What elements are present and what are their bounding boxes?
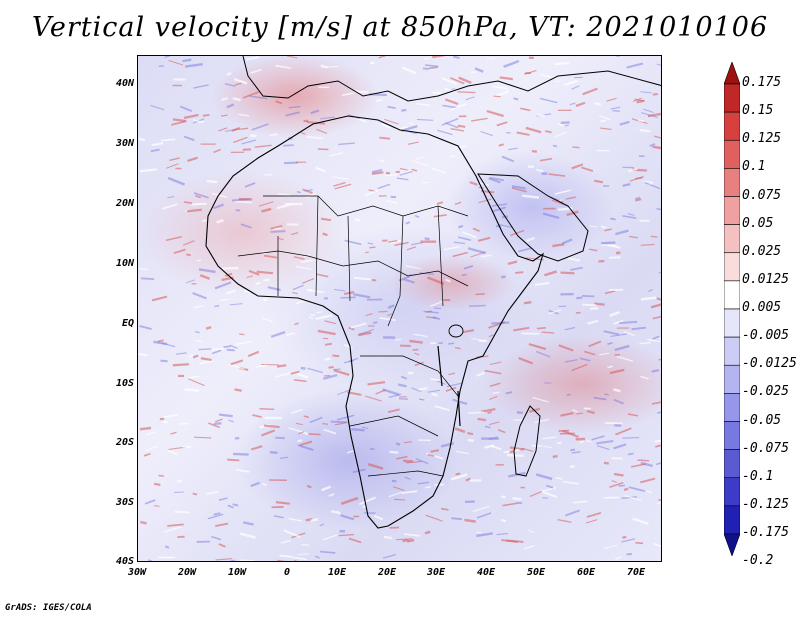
colorbar [724, 62, 740, 556]
colorbar-label: -0.175 [742, 525, 789, 540]
velocity-field-texture [138, 56, 661, 561]
colorbar-label: -0.125 [742, 496, 789, 512]
x-label-50e: 50E [526, 567, 546, 578]
colorbar-swatch-0 [724, 62, 740, 85]
x-label-30e: 30E [426, 567, 446, 578]
x-label-10w: 10W [227, 567, 247, 578]
colorbar-label: 0.125 [742, 131, 782, 147]
x-label-10e: 10E [327, 567, 347, 578]
x-label-0: 0 [283, 567, 291, 578]
y-label-30n: 30N [115, 138, 134, 149]
colorbar-label: -0.075 [742, 440, 789, 456]
colorbar-label: 0.005 [742, 300, 782, 315]
y-label-40s: 40S [115, 556, 134, 567]
colorbar-swatch-3 [724, 139, 740, 169]
y-label-30s: 30S [115, 497, 134, 508]
map-title: Vertical velocity [m/s] at 850hPa, VT: 2… [31, 12, 769, 43]
colorbar-label: -0.005 [742, 328, 789, 344]
y-label-10s: 10S [115, 378, 134, 389]
y-label-20n: 20N [115, 198, 134, 209]
continent-outlines [138, 56, 661, 561]
colorbar-label: -0.0125 [742, 356, 797, 372]
colorbar-swatch-6 [724, 224, 740, 254]
colorbar-swatch-8 [724, 280, 740, 310]
x-label-70e: 70E [626, 567, 646, 578]
lake-tanganyika [437, 345, 443, 387]
x-label-30w: 30W [127, 567, 147, 578]
colorbar-label: 0.175 [742, 75, 782, 90]
x-label-40e: 40E [476, 567, 496, 578]
y-label-10n: 10N [115, 258, 134, 269]
credit-text: GrADS: IGES/COLA [5, 603, 92, 613]
colorbar-swatch-12 [724, 393, 740, 422]
madagascar [513, 405, 541, 477]
x-label-20w: 20W [177, 567, 197, 578]
colorbar-swatch-15 [724, 477, 740, 507]
colorbar-swatch-7 [724, 252, 740, 282]
y-label-eq: EQ [121, 318, 134, 329]
colorbar-swatch-16 [724, 505, 740, 535]
colorbar-label: 0.025 [742, 243, 782, 259]
country-borders [237, 195, 469, 477]
colorbar-label: -0.1 [742, 468, 774, 484]
colorbar-swatches [724, 62, 740, 556]
colorbar-label: 0.075 [742, 187, 782, 203]
colorbar-label: -0.05 [742, 412, 782, 428]
colorbar-swatch-9 [724, 308, 740, 338]
colorbar-swatch-4 [724, 168, 740, 197]
y-label-40n: 40N [115, 78, 134, 89]
y-label-20s: 20S [115, 437, 134, 448]
colorbar-label: 0.05 [742, 215, 774, 231]
arabian-peninsula [477, 173, 589, 262]
colorbar-label: -0.2 [742, 553, 774, 569]
x-label-60e: 60E [576, 567, 596, 578]
colorbar-swatch-10 [724, 336, 740, 366]
colorbar-swatch-2 [724, 111, 740, 141]
colorbar-swatch-14 [724, 449, 740, 479]
velocity-map [137, 55, 662, 562]
colorbar-label: 0.15 [742, 103, 774, 119]
colorbar-swatch-1 [724, 83, 740, 113]
africa-coastline [205, 115, 544, 529]
x-label-20e: 20E [377, 567, 397, 578]
colorbar-swatch-17 [724, 533, 740, 556]
colorbar-swatch-13 [724, 421, 740, 450]
colorbar-swatch-11 [724, 364, 740, 394]
lake-victoria [448, 324, 464, 338]
europe-coast [242, 56, 661, 102]
colorbar-label: -0.025 [742, 384, 789, 400]
lake-malawi [457, 390, 461, 427]
colorbar-swatch-5 [724, 196, 740, 225]
colorbar-label: 0.0125 [742, 271, 789, 287]
colorbar-label: 0.1 [742, 159, 766, 175]
